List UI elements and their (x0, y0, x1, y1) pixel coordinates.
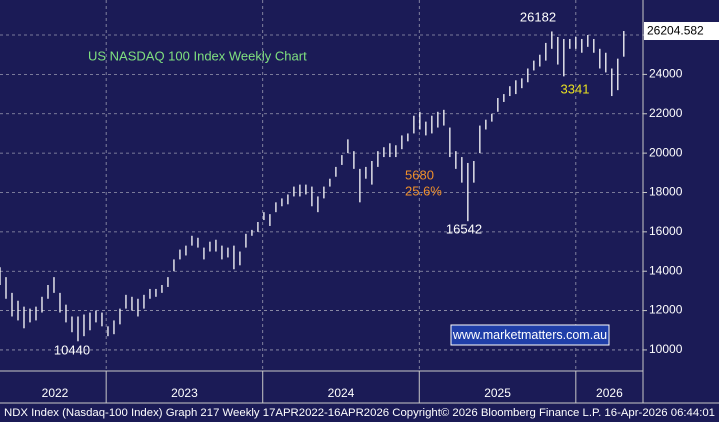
last-value-label: 26204.582 (647, 24, 704, 38)
annotation: 26182 (520, 9, 556, 24)
footer: NDX Index (Nasdaq-100 Index) Graph 217 W… (4, 407, 715, 419)
y-tick-label: 16000 (649, 224, 683, 238)
x-tick-label: 2026 (596, 386, 623, 400)
y-tick-label: 24000 (649, 67, 683, 81)
annotation: 10440 (54, 342, 90, 357)
x-tick-label: 2023 (171, 386, 198, 400)
y-tick-label: 22000 (649, 106, 683, 120)
annotation: 3341 (561, 81, 590, 96)
watermark-box (450, 324, 610, 346)
last-value-box (644, 22, 719, 41)
y-tick-label: 10000 (649, 342, 683, 356)
y-tick-label: 12000 (649, 303, 683, 317)
x-tick-label: 2024 (328, 386, 355, 400)
y-tick-label: 18000 (649, 185, 683, 199)
y-tick-label: 14000 (649, 263, 683, 277)
annotation: 16542 (446, 221, 482, 236)
watermark: www.marketmatters.com.au (452, 328, 607, 342)
annotation: 5680 (405, 167, 434, 182)
y-tick-label: 20000 (649, 145, 683, 159)
footer-bg (0, 403, 719, 422)
x-tick-label: 2022 (42, 386, 69, 400)
x-tick-label: 2025 (484, 386, 511, 400)
annotation: 25.6% (405, 183, 442, 198)
chart-title: US NASDAQ 100 Index Weekly Chart (88, 48, 307, 63)
